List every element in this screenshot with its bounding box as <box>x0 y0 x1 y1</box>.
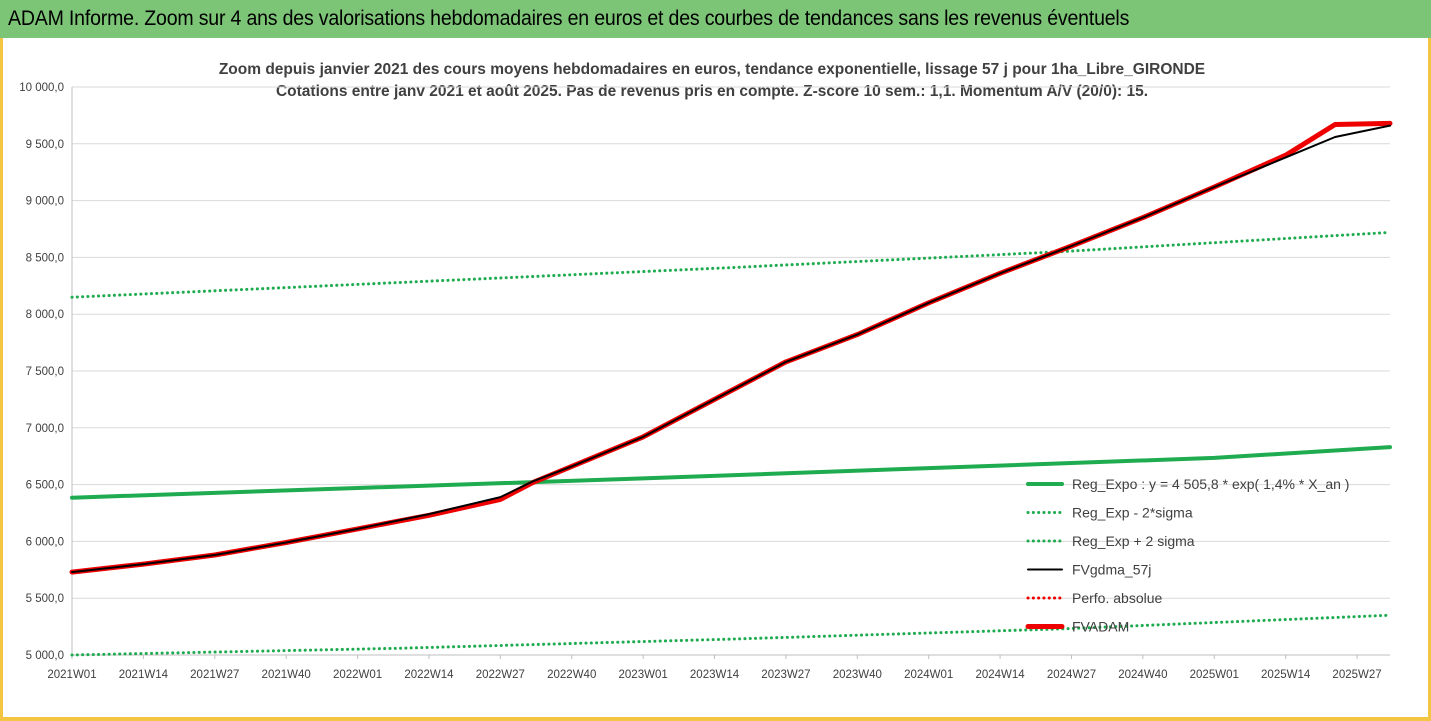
legend-label: Reg_Exp + 2 sigma <box>1072 533 1195 549</box>
x-tick-label: 2023W01 <box>619 669 668 681</box>
y-tick-label: 5 000,0 <box>26 650 64 662</box>
x-tick-label: 2025W27 <box>1332 669 1381 681</box>
y-tick-label: 7 500,0 <box>26 366 64 378</box>
x-tick-label: 2023W14 <box>690 669 740 681</box>
x-tick-label: 2025W01 <box>1190 669 1239 681</box>
line-chart: Zoom depuis janvier 2021 des cours moyen… <box>19 61 1393 681</box>
x-tick-label: 2024W14 <box>975 669 1025 681</box>
x-tick-label: 2021W27 <box>190 669 239 681</box>
x-tick-label: 2023W27 <box>761 669 810 681</box>
y-tick-label: 8 500,0 <box>26 252 64 264</box>
y-tick-label: 6 000,0 <box>26 536 64 548</box>
y-axis: 5 000,0 5 500,0 6 000,0 6 500,0 7 000,0 7 500… <box>19 82 64 662</box>
x-tick-label: 2025W14 <box>1261 669 1311 681</box>
x-tick-label: 2021W14 <box>119 669 169 681</box>
series-line-2 <box>70 230 1392 299</box>
x-tick-label: 2024W01 <box>904 669 953 681</box>
x-tick-label: 2024W40 <box>1118 669 1167 681</box>
chart-subtitle: Cotations entre janv 2021 et août 2025. … <box>276 83 1148 100</box>
report-banner: ADAM Informe. Zoom sur 4 ans des valoris… <box>0 0 1431 38</box>
legend: Reg_Expo : y = 4 505,8 * exp( 1,4% * X_a… <box>1025 476 1349 635</box>
x-tick-label: 2021W01 <box>47 669 96 681</box>
y-tick-label: 10 000,0 <box>19 82 64 94</box>
series-line-0 <box>70 445 1392 500</box>
y-tick-label: 5 500,0 <box>26 593 64 605</box>
x-axis: 2021W01 2021W14 2021W27 2021W40 2022W01 2022W… <box>47 655 1382 681</box>
x-tick-label: 2024W27 <box>1047 669 1096 681</box>
legend-label: FVADAM <box>1072 619 1129 635</box>
x-tick-label: 2022W27 <box>476 669 525 681</box>
x-tick-label: 2021W40 <box>262 669 311 681</box>
x-tick-label: 2022W40 <box>547 669 596 681</box>
chart-title: Zoom depuis janvier 2021 des cours moyen… <box>219 61 1205 78</box>
y-tick-label: 9 000,0 <box>26 196 64 208</box>
series-line-3 <box>71 124 1391 574</box>
x-tick-label: 2022W14 <box>404 669 454 681</box>
y-tick-label: 6 500,0 <box>26 480 64 492</box>
y-tick-label: 8 000,0 <box>26 309 64 321</box>
legend-label: FVgdma_57j <box>1072 562 1151 578</box>
chart-frame <box>0 38 1431 721</box>
legend-label: Reg_Expo : y = 4 505,8 * exp( 1,4% * X_a… <box>1072 476 1349 492</box>
legend-label: Perfo. absolue <box>1072 590 1162 606</box>
y-tick-label: 9 500,0 <box>26 139 64 151</box>
legend-label: Reg_Exp - 2*sigma <box>1072 505 1193 521</box>
gridlines <box>71 86 1390 656</box>
series-line-1 <box>70 613 1392 657</box>
x-tick-label: 2022W01 <box>333 669 382 681</box>
x-tick-label: 2023W40 <box>833 669 882 681</box>
banner-title: ADAM Informe. Zoom sur 4 ans des valoris… <box>8 7 1130 30</box>
y-tick-label: 7 000,0 <box>26 423 64 435</box>
plot-series <box>69 120 1393 657</box>
